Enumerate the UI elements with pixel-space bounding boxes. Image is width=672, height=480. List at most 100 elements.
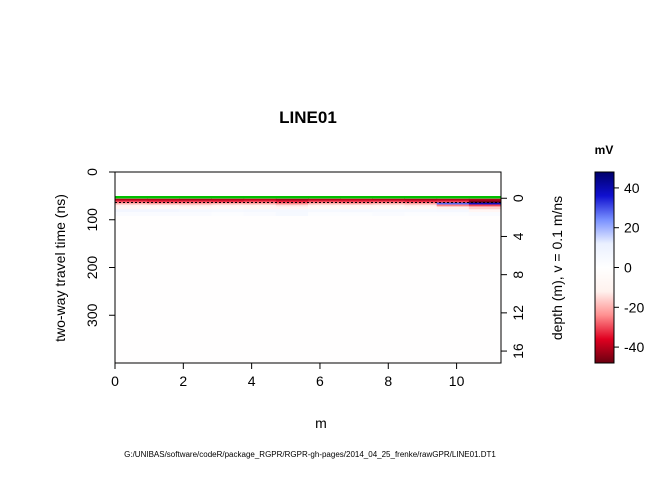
- radargram-cell: [179, 206, 212, 210]
- radargram-cell: [211, 206, 245, 210]
- radargram-cell: [275, 198, 309, 201]
- radargram-cell: [340, 198, 373, 201]
- radargram-cell: [147, 212, 180, 217]
- radargram-cell: [115, 215, 148, 364]
- radargram-cell: [275, 215, 309, 364]
- radargram-cell: [468, 212, 502, 217]
- radargram-cell: [372, 212, 405, 217]
- depth-axis: 0 4 8 12 16: [501, 194, 526, 359]
- surface-lines: [115, 196, 501, 204]
- radargram-cell: [211, 200, 245, 203]
- radargram-cell: [243, 200, 277, 203]
- radargram-cell: [147, 206, 180, 210]
- depth-tick-label: 16: [510, 343, 526, 359]
- radargram-cell: [275, 206, 309, 210]
- depth-axis-label: depth (m), v = 0.1 m/ns: [549, 196, 565, 340]
- radargram-cell: [340, 200, 373, 203]
- colorbar-title: mV: [595, 143, 614, 157]
- file-path-footer: G:/UNIBAS/software/codeR/package_RGPR/RG…: [124, 450, 496, 459]
- radargram-cell: [308, 212, 341, 217]
- radargram-cell: [211, 215, 245, 364]
- radargram-cell: [115, 209, 148, 213]
- radargram-cell: [340, 209, 373, 213]
- colorbar-tick-label: 0: [624, 260, 632, 276]
- radargram-cell: [372, 215, 405, 364]
- radargram-cell: [179, 198, 212, 201]
- y-tick-label: 200: [84, 256, 100, 280]
- radargram-cell: [308, 206, 341, 210]
- radargram-cell: [147, 209, 180, 213]
- x-tick-label: 0: [111, 373, 119, 389]
- radargram-cell: [468, 202, 502, 205]
- radargram-cell: [211, 202, 245, 205]
- radargram-cell: [275, 204, 309, 207]
- x-axis-label: m: [315, 415, 327, 431]
- radargram-cell: [179, 202, 212, 205]
- colorbar-tick-label: -40: [624, 339, 644, 355]
- radargram-cell: [147, 204, 180, 207]
- radargram-cell: [436, 206, 470, 210]
- radargram-cell: [340, 212, 373, 217]
- radargram-cell: [179, 209, 212, 213]
- radargram-cell: [372, 204, 405, 207]
- depth-tick-label: 0: [510, 194, 526, 202]
- radargram-cell: [115, 200, 148, 203]
- radargram-cell: [404, 209, 438, 213]
- radargram-cell: [179, 212, 212, 217]
- colorbar-axis: 40 20 0 -20 -40: [614, 180, 644, 355]
- radargram-cell: [340, 215, 373, 364]
- radargram-cell: [468, 209, 502, 213]
- colorbar: [594, 171, 615, 364]
- radargram-cell: [404, 215, 438, 364]
- radargram-cell: [243, 206, 277, 210]
- radargram-cell: [436, 202, 470, 205]
- radargram-cell: [404, 204, 438, 207]
- radargram-cell: [179, 204, 212, 207]
- radargram-cell: [436, 200, 470, 203]
- radargram-cell: [115, 206, 148, 210]
- x-tick-label: 6: [316, 373, 324, 389]
- radargram-cell: [147, 202, 180, 205]
- chart-title: LINE01: [279, 108, 337, 127]
- radargram-image: [115, 172, 502, 364]
- radargram-cell: [468, 204, 502, 207]
- depth-tick-label: 8: [510, 271, 526, 279]
- radargram-cell: [275, 202, 309, 205]
- x-axis: 0 2 4 6 8 10: [111, 363, 465, 389]
- radargram-cell: [468, 200, 502, 203]
- radargram-cell: [308, 202, 341, 205]
- radargram-cell: [340, 202, 373, 205]
- x-tick-label: 8: [384, 373, 392, 389]
- radargram-cell: [468, 215, 502, 364]
- radargram-cell: [436, 209, 470, 213]
- radargram-cell: [404, 206, 438, 210]
- y-tick-label: 100: [84, 208, 100, 232]
- radargram-cell: [275, 200, 309, 203]
- radargram-cell: [243, 204, 277, 207]
- radargram-cell: [308, 204, 341, 207]
- radargram-cell: [308, 209, 341, 213]
- colorbar-tick-label: 40: [624, 180, 640, 196]
- radargram-cell: [211, 212, 245, 217]
- depth-tick-label: 12: [510, 305, 526, 321]
- radargram-cell: [243, 202, 277, 205]
- radargram-cell: [211, 209, 245, 213]
- radargram-cell: [404, 198, 438, 201]
- y-axis: 0 100 200 300: [84, 168, 115, 327]
- y-axis-label: two-way travel time (ns): [52, 194, 68, 342]
- radargram-cell: [404, 202, 438, 205]
- radargram-cell: [243, 209, 277, 213]
- radargram-cell: [404, 200, 438, 203]
- x-tick-label: 4: [248, 373, 256, 389]
- radargram-cell: [275, 209, 309, 213]
- radargram-cell: [179, 215, 212, 364]
- radargram-cell: [468, 198, 502, 201]
- radargram-cell: [147, 215, 180, 364]
- radargram-cell: [211, 204, 245, 207]
- radargram-cell: [308, 200, 341, 203]
- radargram-cell: [436, 212, 470, 217]
- radargram-cell: [115, 198, 148, 201]
- radargram-cell: [115, 202, 148, 205]
- colorbar-tick-label: -20: [624, 299, 644, 315]
